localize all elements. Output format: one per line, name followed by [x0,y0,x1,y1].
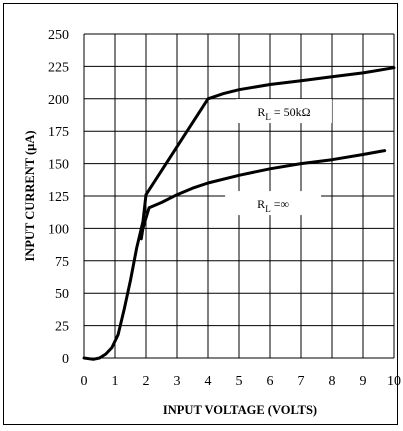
x-tick-label: 4 [205,374,212,389]
y-tick-label: 25 [55,320,69,335]
series-line-1 [139,149,387,241]
y-tick-label: 225 [48,60,69,75]
y-tick-label: 200 [48,93,69,108]
grid [83,33,395,359]
y-tick-label: 250 [48,28,69,43]
series-label-0: RL = 50kΩ [257,105,310,122]
x-tick-label: 8 [329,374,336,389]
x-tick-label: 10 [387,374,401,389]
series-label-bg [235,99,332,124]
y-tick-label: 0 [62,352,69,367]
x-tick-label: 9 [360,374,367,389]
x-tick-label: 1 [112,374,119,389]
x-axis-label: INPUT VOLTAGE (VOLTS) [163,403,317,417]
series-lines [82,66,396,361]
y-tick-label: 150 [48,158,69,173]
x-tick-label: 7 [298,374,305,389]
x-tick-label: 6 [267,374,274,389]
x-tick-label: 2 [143,374,150,389]
y-tick-label: 75 [55,255,69,270]
y-axis-label: INPUT CURRENT (µA) [23,130,37,261]
y-tick-label: 125 [48,190,69,205]
x-tick-label: 0 [81,374,88,389]
chart-frame [3,3,398,425]
series-label-1: RL =∞ [257,197,289,214]
x-tick-label: 3 [174,374,181,389]
y-tick-label: 100 [48,222,69,237]
series-labels: RL = 50kΩ RL =∞ [225,99,332,216]
y-tick-label: 50 [55,287,69,302]
y-tick-label: 175 [48,125,69,140]
x-tick-label: 5 [236,374,243,389]
series-line-0 [82,66,396,361]
series-label-bg [225,191,322,216]
